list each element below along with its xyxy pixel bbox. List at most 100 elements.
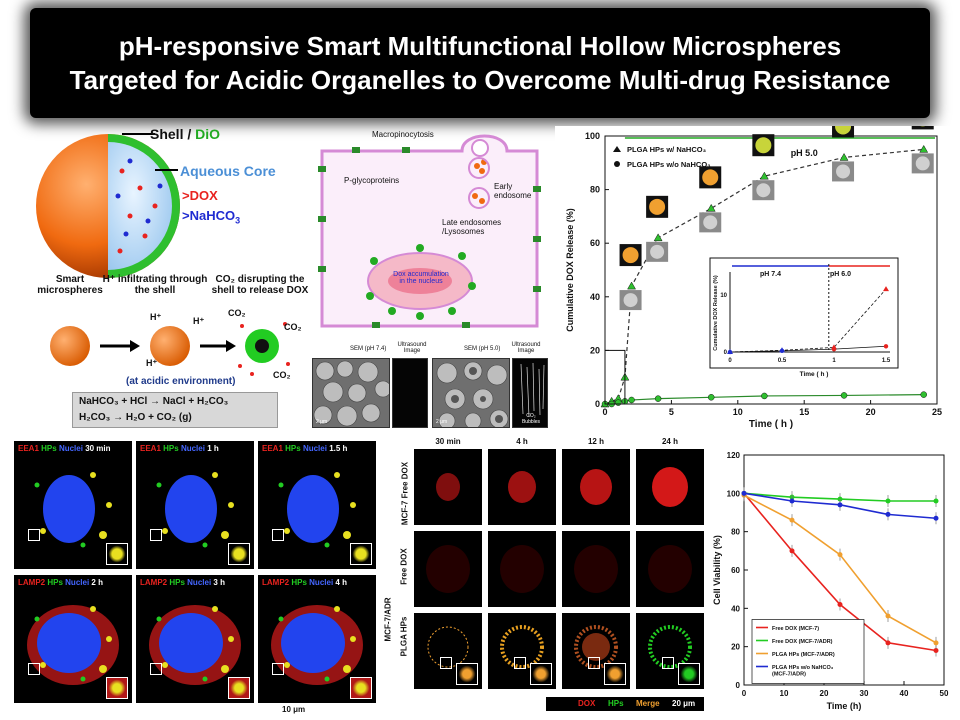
mid-panel-r3-c3 xyxy=(562,613,630,689)
sem-particle xyxy=(915,156,930,171)
confocal-panel-3: EEA1 HPs Nuclei 1.5 h xyxy=(258,441,376,569)
mid-panel-r3-c2 xyxy=(488,613,556,689)
y-tick-label: 120 xyxy=(727,451,741,460)
y-tick-label: 100 xyxy=(585,131,600,141)
zoom-inset xyxy=(456,663,478,685)
legend-label-3b: (MCF-7/ADR) xyxy=(772,672,806,678)
data-point xyxy=(837,502,843,508)
legend-marker-1 xyxy=(613,146,621,152)
time-label: 3 h xyxy=(213,578,225,587)
nuclei-label: Nuclei xyxy=(180,444,205,453)
fluorescence-thumbnail xyxy=(911,107,934,130)
zoom-box xyxy=(440,657,452,669)
panel-tag: EEA1 HPs Nuclei 1.5 h xyxy=(262,444,347,453)
late-endosome-label: Late endosomes /Lysosomes xyxy=(442,218,502,236)
data-point xyxy=(706,203,716,212)
sem-particle xyxy=(836,164,851,179)
nahco3-label: >NaHCO3 xyxy=(182,208,241,226)
mid-panel-r1-c3 xyxy=(562,449,630,525)
data-point xyxy=(933,648,939,653)
x-tick-label: 20 xyxy=(866,407,876,417)
scale-label-mid: 20 μm xyxy=(672,699,696,708)
y-tick-label: 100 xyxy=(727,489,741,498)
zoom-box xyxy=(28,529,40,541)
title-line-2: Targeted for Acidic Organelles to Overco… xyxy=(69,65,891,95)
release-mechanism-diagram xyxy=(50,322,290,376)
zoom-inset xyxy=(106,677,128,699)
inset-series-line-1 xyxy=(729,345,887,353)
time-label: 30 min xyxy=(85,444,111,453)
h-plus-label-2: H⁺ xyxy=(193,316,205,326)
hps-label: HPs xyxy=(285,444,301,453)
mid-panel-r2-c3 xyxy=(562,531,630,607)
hps-label: HPs xyxy=(47,578,63,587)
data-point xyxy=(789,517,795,523)
zoom-box xyxy=(662,657,674,669)
nuclei-label: Nuclei xyxy=(309,578,334,587)
acidic-environment-label: (at acidic environment) xyxy=(126,376,236,387)
h-plus-label-3: H⁺ xyxy=(146,358,158,368)
zoom-inset xyxy=(228,677,250,699)
mid-panel-r1-c2 xyxy=(488,449,556,525)
ultrasound-label-2: Ultrasound Image xyxy=(511,342,541,354)
hps-label: HPs xyxy=(163,444,179,453)
dox-accumulation-label: Dox accumulation in the nucleus xyxy=(393,271,449,285)
inset-x-tick-label: 0 xyxy=(728,358,732,364)
inset-y-tick-label: 0 xyxy=(724,350,728,356)
row-label-2: Free DOX xyxy=(399,548,409,585)
pgp-label: P-glycoproteins xyxy=(344,176,400,185)
confocal-panel-6: LAMP2 HPs Nuclei 4 h xyxy=(258,575,376,703)
x-tick-label: 0 xyxy=(602,407,607,417)
x-tick-label: 15 xyxy=(799,407,809,417)
x-tick-label: 5 xyxy=(669,407,674,417)
y-tick-label: 80 xyxy=(590,185,600,195)
mid-panel-r3-c4 xyxy=(636,613,704,689)
time-header-3: 12 h xyxy=(587,437,604,446)
x-tick-label: 25 xyxy=(932,407,942,417)
x-tick-label: 10 xyxy=(733,407,743,417)
microsphere-illustration xyxy=(36,133,180,278)
inset-ph60-label: pH 6.0 xyxy=(830,271,851,278)
x-tick-label: 0 xyxy=(742,689,747,698)
sem-ph50-label: SEM (pH 5.0) xyxy=(464,346,501,352)
x-axis-label: Time (h) xyxy=(827,701,862,711)
y-axis-label: Cell Viability (%) xyxy=(712,535,722,605)
time-header-1: 30 min xyxy=(435,437,461,446)
x-tick-label: 20 xyxy=(820,689,829,698)
data-point xyxy=(919,144,929,153)
shell-label: Shell / DiO xyxy=(150,126,221,142)
data-point xyxy=(885,511,891,517)
zoom-inset xyxy=(530,663,552,685)
confocal-panel-4: LAMP2 HPs Nuclei 2 h xyxy=(14,575,132,703)
time-header-4: 24 h xyxy=(661,437,678,446)
inset-x-tick-label: 1 xyxy=(832,358,836,364)
sem-particle xyxy=(623,293,638,308)
panel-tag: EEA1 HPs Nuclei 30 min xyxy=(18,444,111,453)
zoom-box xyxy=(588,657,600,669)
ph50-annotation: pH 5.0 xyxy=(791,148,818,158)
marker-label: EEA1 xyxy=(18,444,39,453)
x-tick-label: 40 xyxy=(900,689,909,698)
y-tick-label: 80 xyxy=(731,528,740,537)
co2-label-2: CO₂ xyxy=(284,322,302,332)
data-point xyxy=(933,498,939,504)
zoom-box xyxy=(150,663,162,675)
release-chart: 0 20 40 60 80 100 0 5 10 15 20 25 Time ( h ) Cumulati… xyxy=(555,107,950,431)
time-label: 1.5 h xyxy=(329,444,348,453)
channel-legend: DOX HPs Merge 20 μm xyxy=(546,697,704,711)
cell-uptake-diagram: Macropinocytosis P-glycoproteins Early e… xyxy=(312,126,548,431)
zoom-region xyxy=(604,349,626,405)
y-tick-label: 0 xyxy=(595,399,600,409)
legend-label-3: PLGA HPs w/o NaHCO₃ xyxy=(772,665,834,671)
zoom-inset xyxy=(228,543,250,565)
fluorescence-particle xyxy=(649,198,666,215)
legend-label-2: PLGA HPs w/o NaHCO₃ xyxy=(627,160,711,169)
mid-panel-r3-c1 xyxy=(414,613,482,689)
data-point xyxy=(839,152,849,161)
row-label-3: PLGA HPs xyxy=(399,616,409,657)
legend-label-2: PLGA HPs (MCF-7/ADR) xyxy=(772,652,835,658)
legend-dox: DOX xyxy=(578,699,596,708)
h-plus-label-1: H⁺ xyxy=(150,312,162,322)
panel-tag: LAMP2 HPs Nuclei 3 h xyxy=(140,578,225,587)
